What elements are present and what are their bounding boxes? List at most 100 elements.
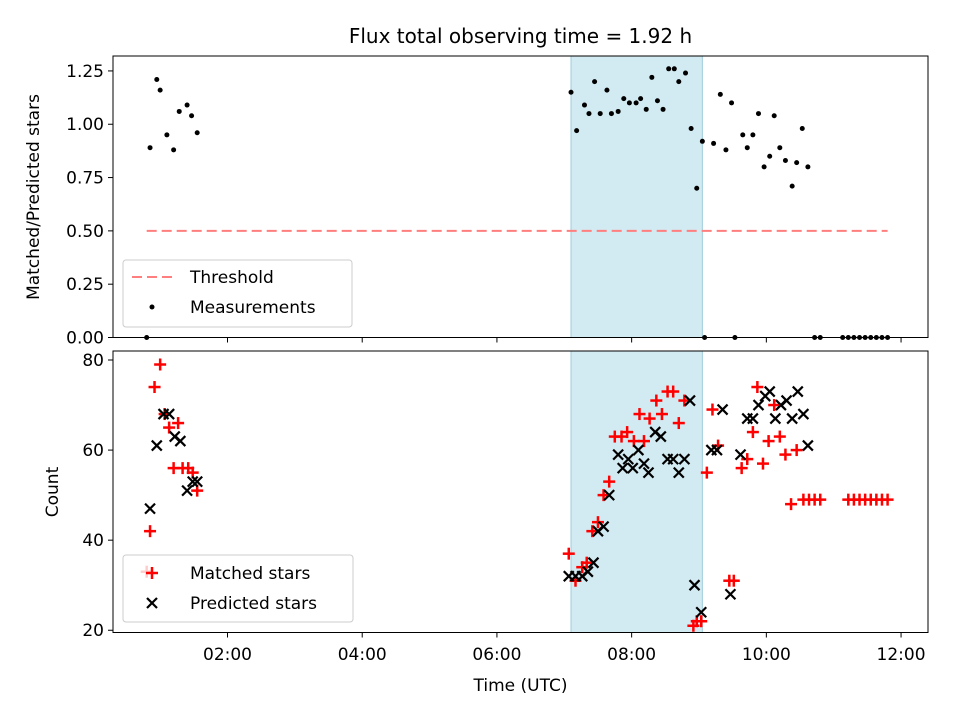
matched-star-point [603, 475, 616, 488]
predicted-star-point [797, 408, 810, 420]
predicted-star-point [186, 475, 199, 488]
count-points [140, 358, 894, 632]
measurement-point [171, 147, 177, 153]
matched-star-point [814, 493, 827, 506]
measurement-point [626, 100, 632, 106]
matched-star-point [779, 448, 792, 461]
predicted-star-point [792, 385, 804, 398]
bottom-y-label: Count [43, 466, 63, 517]
legend-threshold-label: Threshold [189, 268, 274, 288]
matched-star-point [756, 457, 769, 470]
measurement-point [723, 147, 729, 153]
predicted-star-point [181, 484, 193, 497]
top-frame [112, 55, 929, 338]
matched-star-point [637, 435, 650, 448]
predicted-star-point [734, 448, 747, 461]
measurement-point [604, 87, 610, 93]
top-legend-box [122, 259, 353, 328]
measurement-point [750, 132, 756, 138]
measurement-point [581, 102, 587, 108]
measurement-point [157, 87, 163, 93]
measurement-point [147, 145, 153, 151]
matched-star-point [672, 417, 685, 430]
predicted-star-point [638, 457, 650, 470]
measurement-point [694, 185, 700, 191]
predicted-star-point [678, 453, 691, 465]
x-tick-label: 02:00 [203, 645, 252, 665]
measurement-point [767, 153, 773, 159]
predicted-star-point [616, 462, 629, 474]
bottom-shaded-span [570, 350, 703, 633]
predicted-star-point [174, 435, 187, 447]
y-tick-label: 0.25 [66, 275, 104, 295]
y-tick-label: 1.00 [66, 115, 104, 135]
predicted-star-point [151, 439, 163, 452]
measurement-point [649, 74, 655, 80]
measurement-point [643, 106, 649, 112]
measurement-point [194, 130, 200, 136]
top-shaded-span [570, 55, 703, 338]
measurement-point [782, 157, 788, 163]
predicted-star-point [688, 579, 701, 591]
matched-star-point [881, 493, 894, 506]
matched-star-point [706, 403, 719, 416]
measurement-point [683, 70, 689, 76]
predicted-star-point [626, 462, 639, 474]
matched-star-point [154, 358, 167, 371]
measurement-point [660, 106, 666, 112]
matched-star-point [762, 435, 775, 448]
bottom-legend: Matched stars Predicted stars [122, 554, 354, 623]
measurement-point [755, 111, 761, 117]
measurement-point [184, 102, 190, 108]
measurement-point [633, 100, 639, 106]
x-axis-label: Time (UTC) [473, 676, 568, 696]
measurement-point [638, 96, 644, 102]
matched-star-point [650, 394, 663, 407]
matched-star-point [727, 574, 740, 587]
measurement-point [671, 66, 677, 72]
measurement-point [771, 113, 777, 119]
measurement-point [789, 183, 795, 189]
measurement-point [654, 98, 660, 104]
figure-title: Flux total observing time = 1.92 h [349, 24, 692, 48]
predicted-star-point [752, 399, 765, 411]
matched-star-point [562, 547, 575, 560]
predicted-star-point [763, 385, 776, 398]
y-tick-label: 0.75 [66, 169, 104, 189]
legend-predicted-label: Predicted stars [190, 594, 317, 614]
y-tick-label: 40 [82, 531, 104, 551]
measurement-point [699, 138, 705, 144]
measurement-point [164, 132, 170, 138]
bottom-frame [112, 350, 929, 633]
matched-star-point [633, 408, 646, 421]
measurement-point [176, 108, 182, 114]
measurement-points [144, 66, 891, 340]
measurement-point [761, 164, 767, 170]
matched-star-point [163, 421, 176, 434]
y-tick-label: 60 [82, 441, 104, 461]
x-tick-label: 10:00 [742, 645, 791, 665]
measurement-point [729, 100, 735, 106]
predicted-star-point [780, 394, 793, 407]
matched-star-point [655, 408, 668, 421]
matched-star-point [700, 466, 713, 479]
top-panel: 0.00 0.25 0.50 0.75 1.00 1.25 Matched/Predict… [24, 55, 929, 349]
matched-star-point [586, 525, 599, 538]
predicted-star-point [603, 489, 615, 501]
y-tick-label: 1.25 [66, 62, 104, 82]
x-tick-label: 06:00 [472, 645, 521, 665]
matched-star-point [144, 525, 157, 538]
predicted-star-point [667, 453, 679, 465]
matched-star-point [695, 615, 708, 628]
y-tick-label: 0.00 [66, 329, 104, 349]
predicted-star-point [642, 466, 655, 479]
predicted-star-point [655, 430, 667, 443]
matched-star-point [735, 462, 748, 475]
legend-measurements-label: Measurements [190, 298, 316, 318]
predicted-star-point [786, 412, 798, 425]
x-tick-label: 04:00 [338, 645, 387, 665]
predicted-star-point [587, 556, 600, 569]
matched-star-point [773, 430, 786, 443]
